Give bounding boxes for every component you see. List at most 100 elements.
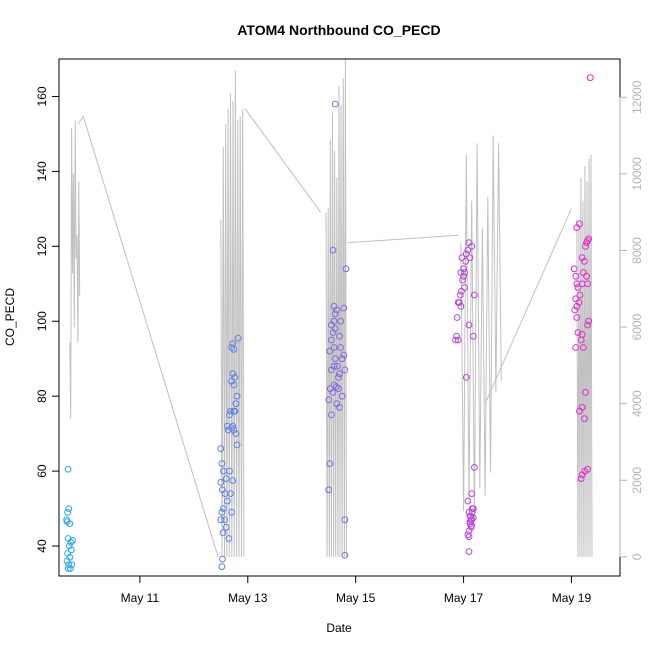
right-tick-label: 6000: [630, 313, 644, 340]
data-point: [469, 332, 477, 340]
data-point: [340, 304, 348, 312]
data-point: [218, 508, 226, 516]
data-point: [229, 477, 237, 484]
data-point: [65, 542, 73, 550]
data-point: [466, 520, 474, 527]
data-point: [228, 377, 236, 385]
data-point: [460, 265, 468, 273]
data-point: [329, 389, 337, 396]
line-run: [460, 135, 502, 519]
line-connector: [77, 115, 219, 558]
data-point: [230, 381, 238, 389]
data-point: [581, 415, 588, 423]
data-point: [331, 325, 339, 333]
data-point: [574, 284, 582, 291]
data-point: [217, 516, 225, 524]
data-point: [221, 516, 229, 524]
data-point: [222, 475, 230, 483]
data-point: [466, 254, 474, 262]
data-point: [465, 321, 473, 329]
data-point: [232, 430, 240, 438]
data-point: [231, 374, 239, 381]
data-point: [331, 310, 339, 318]
data-point: [586, 74, 594, 82]
data-point: [468, 490, 476, 498]
data-point: [582, 242, 589, 250]
data-point: [581, 257, 588, 265]
y-tick-label: 40: [35, 539, 49, 553]
data-point: [584, 321, 591, 329]
line-connector: [484, 208, 572, 404]
line-run: [220, 70, 245, 557]
right-tick-label: 10000: [630, 157, 644, 191]
data-point: [223, 497, 231, 505]
line-run: [69, 120, 81, 420]
data-point: [222, 523, 230, 531]
data-point: [330, 381, 338, 389]
data-point: [64, 465, 72, 473]
data-point: [335, 374, 342, 381]
y-tick-label: 120: [35, 236, 49, 256]
data-point: [462, 257, 470, 265]
y-tick-label: 60: [35, 464, 49, 478]
data-point: [219, 529, 227, 537]
data-point: [230, 426, 238, 434]
data-point: [218, 460, 226, 468]
data-point: [64, 508, 71, 516]
data-point: [583, 272, 590, 280]
data-point: [69, 537, 76, 544]
y-axis-label: CO_PECD: [3, 288, 17, 346]
data-point: [325, 486, 333, 494]
data-point: [572, 344, 580, 351]
data-point: [457, 302, 465, 310]
data-point: [575, 299, 583, 306]
data-point: [68, 546, 75, 554]
data-point: [336, 332, 343, 340]
data-point: [585, 235, 593, 243]
data-point: [570, 265, 578, 273]
data-point: [455, 299, 463, 306]
y-tick-label: 160: [35, 86, 49, 106]
data-point: [579, 344, 587, 351]
data-point: [464, 246, 472, 254]
data-point: [576, 407, 583, 415]
data-point: [64, 550, 71, 557]
data-point: [226, 467, 233, 475]
data-point: [582, 389, 589, 396]
data-point: [63, 557, 71, 565]
data-point: [331, 355, 339, 363]
data-point: [228, 508, 236, 516]
right-tick-label: 4000: [630, 390, 644, 417]
data-point: [336, 404, 343, 411]
data-point: [572, 272, 580, 280]
data-point: [471, 291, 478, 299]
data-point: [465, 533, 473, 541]
right-tick-label: 2000: [630, 467, 644, 494]
data-point: [337, 317, 345, 325]
y-tick-label: 100: [35, 311, 49, 331]
data-point: [468, 505, 476, 513]
data-point: [573, 302, 581, 310]
data-point: [66, 520, 74, 527]
data-point: [65, 561, 73, 569]
y-tick-label: 80: [35, 389, 49, 403]
data-point: [584, 465, 591, 473]
line-connector: [244, 108, 322, 213]
data-point: [465, 548, 473, 555]
data-point: [338, 355, 346, 363]
right-tick-label: 8000: [630, 237, 644, 264]
data-point: [341, 366, 349, 374]
data-point: [329, 246, 337, 254]
data-point: [461, 269, 469, 276]
right-tick-label: 12000: [630, 80, 644, 114]
data-point: [458, 254, 466, 262]
data-point: [571, 306, 579, 314]
data-point: [218, 563, 226, 570]
x-tick-label: May 11: [121, 591, 160, 605]
data-point: [461, 284, 469, 291]
data-point: [330, 344, 338, 351]
data-point: [454, 336, 462, 344]
data-point: [577, 475, 585, 483]
data-point: [456, 291, 464, 299]
data-point: [217, 478, 225, 486]
